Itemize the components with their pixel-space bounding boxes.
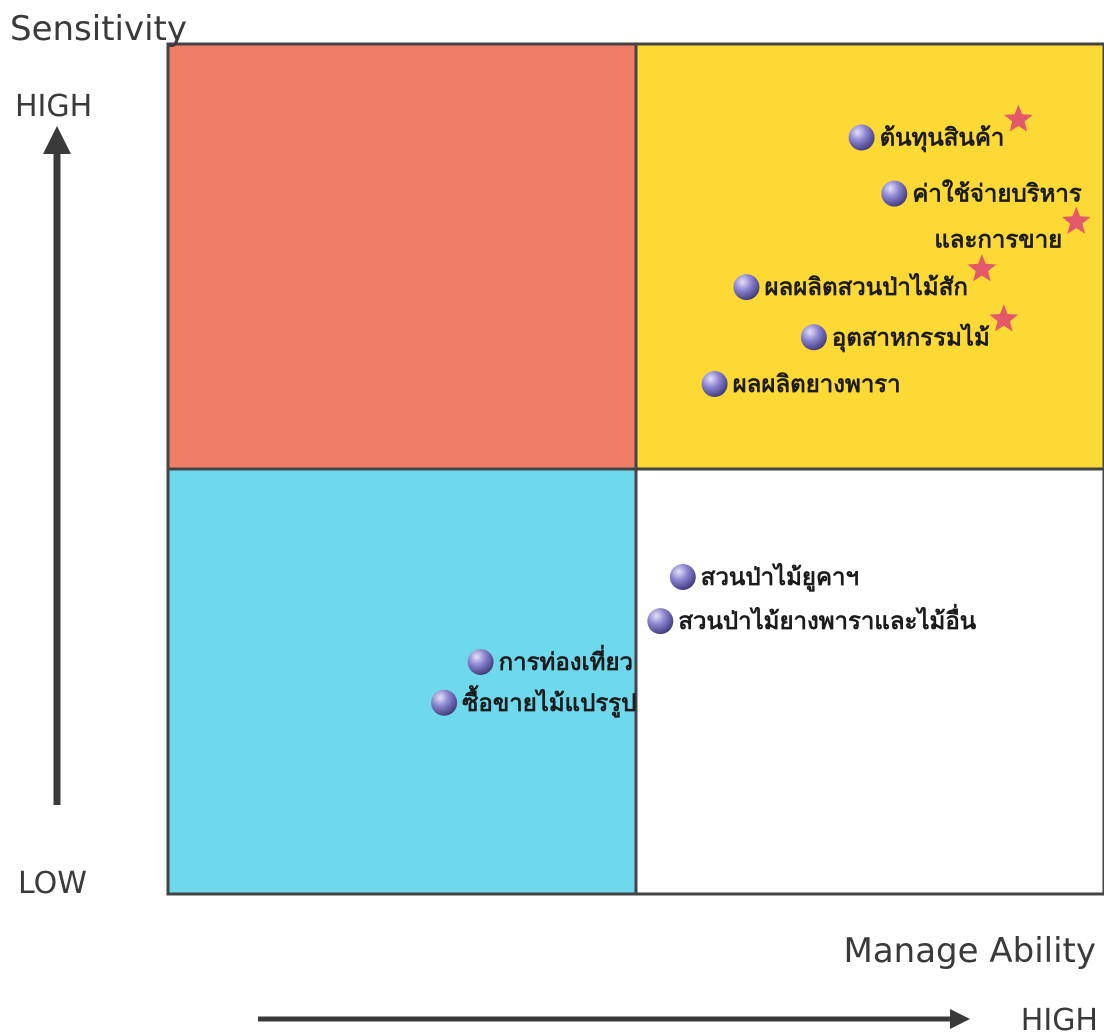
point-marker: [733, 274, 760, 301]
point-marker: [647, 608, 674, 635]
x-axis-high-label: HIGH: [1021, 1003, 1098, 1033]
point-label: ต้นทุนสินค้า: [880, 124, 1005, 154]
x-axis-title: Manage Ability: [844, 931, 1097, 971]
point-marker: [848, 124, 875, 151]
quadrant-high-sensitivity-low-ability: [168, 44, 636, 469]
point-label: ผลผลิตสวนป่าไม้สัก: [764, 272, 967, 301]
quadrant-high-sensitivity-high-ability: [636, 44, 1104, 469]
point-marker: [800, 324, 827, 351]
data-points: ต้นทุนสินค้าค่าใช้จ่ายบริหารและการขายผลผ…: [431, 104, 1091, 718]
star-icon: [989, 304, 1019, 332]
data-point-9: ซื้อขายไม้แปรรูป: [431, 684, 636, 718]
data-point-3: ผลผลิตสวนป่าไม้สัก: [733, 254, 997, 301]
y-axis-title: Sensitivity: [10, 9, 187, 49]
data-point-7: สวนป่าไม้ยางพาราและไม้อื่น: [647, 603, 977, 635]
quadrant-low-sensitivity-high-ability: [636, 469, 1104, 894]
quadrant-low-sensitivity-low-ability: [168, 469, 636, 894]
point-marker: [669, 563, 696, 590]
point-marker: [431, 689, 458, 716]
point-marker: [467, 648, 494, 675]
star-icon: [1004, 104, 1033, 132]
point-label: สวนป่าไม้ยางพาราและไม้อื่น: [678, 603, 976, 635]
data-point-6: สวนป่าไม้ยูคาฯ: [669, 562, 859, 592]
y-axis-low-label: LOW: [18, 866, 87, 901]
point-label: การท่องเที่ยว: [499, 644, 633, 676]
point-label: ผลผลิตยางพารา: [733, 370, 901, 398]
chart-frame: [166, 42, 1104, 896]
point-label: ซื้อขายไม้แปรรูป: [462, 684, 636, 718]
point-label: ค่าใช้จ่ายบริหาร: [912, 179, 1082, 208]
point-marker: [881, 180, 908, 207]
point-marker: [701, 371, 728, 397]
point-label: และการขาย: [934, 226, 1062, 254]
data-point-4: อุตสาหกรรมไม้: [800, 304, 1019, 353]
star-icon: [1062, 206, 1091, 234]
data-point-8: การท่องเที่ยว: [467, 644, 633, 676]
data-point-5: ผลผลิตยางพารา: [701, 370, 901, 398]
y-axis-high-label: HIGH: [15, 89, 92, 124]
data-point-1: ต้นทุนสินค้า: [848, 104, 1033, 154]
star-icon: [967, 254, 997, 282]
point-label: อุตสาหกรรมไม้: [832, 322, 990, 353]
point-label: สวนป่าไม้ยูคาฯ: [701, 562, 859, 592]
